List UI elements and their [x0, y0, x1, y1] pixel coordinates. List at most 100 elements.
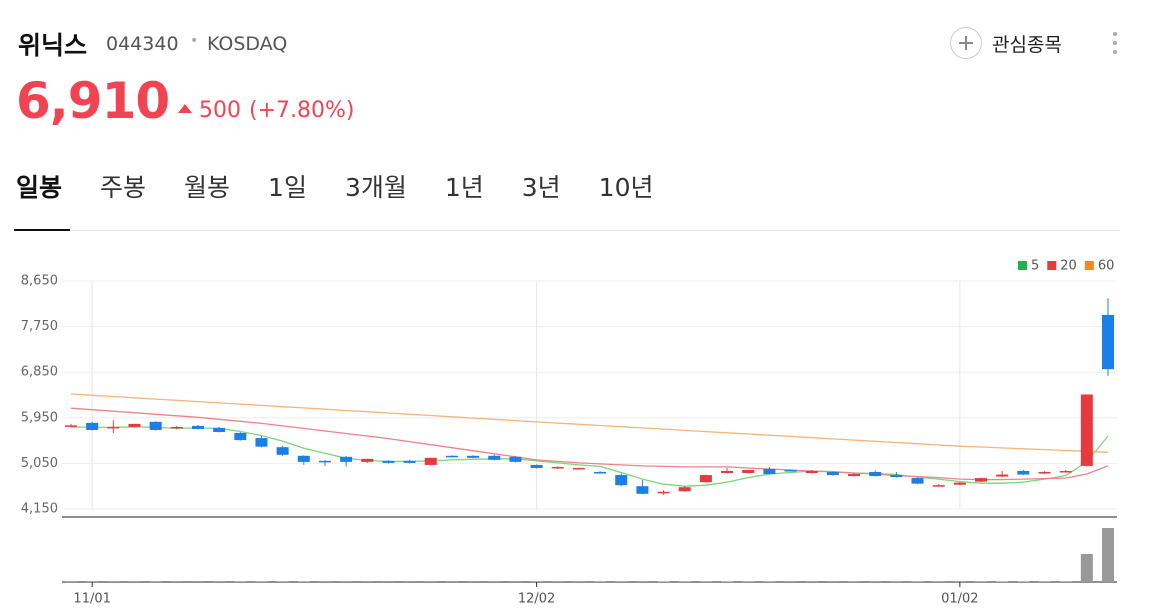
- market: KOSDAQ: [207, 33, 288, 55]
- candle-body: [848, 474, 861, 477]
- y-tick-label: 6,850: [21, 365, 58, 380]
- candle-body: [488, 455, 501, 460]
- y-tick-label: 8,650: [21, 274, 58, 289]
- candle-body: [509, 456, 522, 462]
- y-tick-label: 5,050: [21, 456, 58, 471]
- stock-code: 044340: [106, 33, 179, 55]
- candle-body: [318, 460, 331, 463]
- candle-body: [107, 426, 120, 429]
- legend-swatch: [1084, 261, 1094, 270]
- candle-body: [615, 475, 628, 486]
- active-tab-underline: [14, 229, 70, 231]
- candle-body: [297, 455, 310, 462]
- volume-bar: [615, 581, 628, 582]
- candle-body: [255, 438, 268, 447]
- candle-body: [361, 458, 374, 462]
- period-tabs: 일봉 주봉 월봉 1일 3개월 1년 3년 10년: [16, 168, 691, 204]
- candle-body: [721, 471, 734, 474]
- candle-body: [191, 425, 204, 429]
- candle-body: [869, 472, 882, 477]
- candle-body: [975, 478, 988, 482]
- x-tick-label: 11/01: [73, 592, 110, 607]
- period-tab[interactable]: 1년: [444, 173, 484, 202]
- candle-body: [213, 427, 226, 432]
- ma-line: [70, 426, 1109, 487]
- candle-body: [699, 475, 712, 483]
- ma-line: [70, 393, 1109, 453]
- candle-body: [340, 456, 353, 462]
- volume-bar: [1080, 554, 1093, 582]
- candle-body: [551, 466, 564, 469]
- candle-body: [996, 474, 1009, 477]
- volume-bar: [678, 581, 691, 582]
- chart: 4,150 5,050 5,950 6,850 7,750 8,650 11/01 12/02…: [21, 259, 1117, 607]
- watch-label: 관심종목: [992, 33, 1062, 56]
- candle-body: [932, 485, 945, 487]
- plus-icon: [950, 27, 982, 59]
- candle-body: [763, 468, 776, 475]
- candle-body: [382, 460, 395, 463]
- candle-body: [276, 447, 289, 455]
- candle-body: [953, 482, 966, 485]
- candle-body: [1102, 314, 1114, 370]
- period-tab[interactable]: 주봉: [100, 173, 147, 202]
- y-tick-label: 4,150: [21, 502, 58, 517]
- volume-bar: [657, 581, 670, 582]
- candle-body: [86, 422, 99, 430]
- period-tab[interactable]: 1일: [268, 173, 307, 202]
- candle-body: [234, 433, 247, 441]
- candle-body: [678, 487, 691, 492]
- change-percent: (+7.80%): [249, 98, 355, 123]
- ma-line: [70, 407, 1109, 481]
- more-menu[interactable]: [1113, 32, 1119, 59]
- volume-bar: [996, 581, 1009, 582]
- volume-bar: [636, 581, 649, 582]
- volume-bar: [1102, 528, 1114, 582]
- period-tab[interactable]: 월봉: [184, 173, 231, 202]
- y-tick-label: 7,750: [21, 319, 58, 334]
- candle-body: [826, 472, 839, 476]
- period-tab[interactable]: 10년: [598, 173, 654, 202]
- candle-body: [1017, 471, 1030, 475]
- candle-body: [572, 467, 585, 470]
- period-tab[interactable]: 일봉: [16, 173, 63, 202]
- candle-body: [1038, 472, 1051, 474]
- price: 6,910: [16, 72, 170, 130]
- candle-body: [530, 464, 543, 468]
- candle-body: [594, 472, 607, 474]
- x-tick-label: 12/02: [518, 592, 555, 607]
- candle-body: [1059, 471, 1072, 473]
- legend-label: 20: [1060, 259, 1077, 274]
- period-tab[interactable]: 3년: [521, 173, 561, 202]
- stock-name: 위닉스: [18, 31, 88, 60]
- candle-body: [445, 455, 458, 458]
- candle-body: [636, 486, 649, 494]
- candle-body: [65, 425, 77, 427]
- candle-body: [911, 478, 924, 484]
- period-tab[interactable]: 3개월: [344, 173, 407, 202]
- separator: •: [190, 33, 199, 49]
- legend-swatch: [1018, 261, 1027, 270]
- volume-bar: [699, 581, 712, 582]
- legend-swatch: [1047, 261, 1057, 270]
- tab-divider: [14, 230, 1120, 231]
- up-arrow: [178, 104, 192, 113]
- x-tick-label: 01/02: [941, 592, 978, 607]
- candle-body: [805, 471, 818, 474]
- candle-body: [784, 469, 797, 472]
- candle-body: [424, 457, 437, 465]
- candle-body: [467, 455, 480, 458]
- candle-body: [1080, 394, 1093, 466]
- candle-body: [128, 423, 141, 427]
- watch-button[interactable]: 관심종목: [950, 26, 1062, 60]
- candle-body: [149, 421, 162, 430]
- legend-label: 60: [1098, 259, 1115, 274]
- candle-body: [742, 469, 755, 474]
- candle-body: [890, 475, 903, 478]
- candle-body: [170, 426, 183, 429]
- candle-body: [403, 460, 416, 463]
- y-tick-label: 5,950: [21, 410, 58, 425]
- candle-body: [657, 491, 670, 494]
- change: 500: [199, 98, 241, 123]
- legend-label: 5: [1031, 259, 1039, 274]
